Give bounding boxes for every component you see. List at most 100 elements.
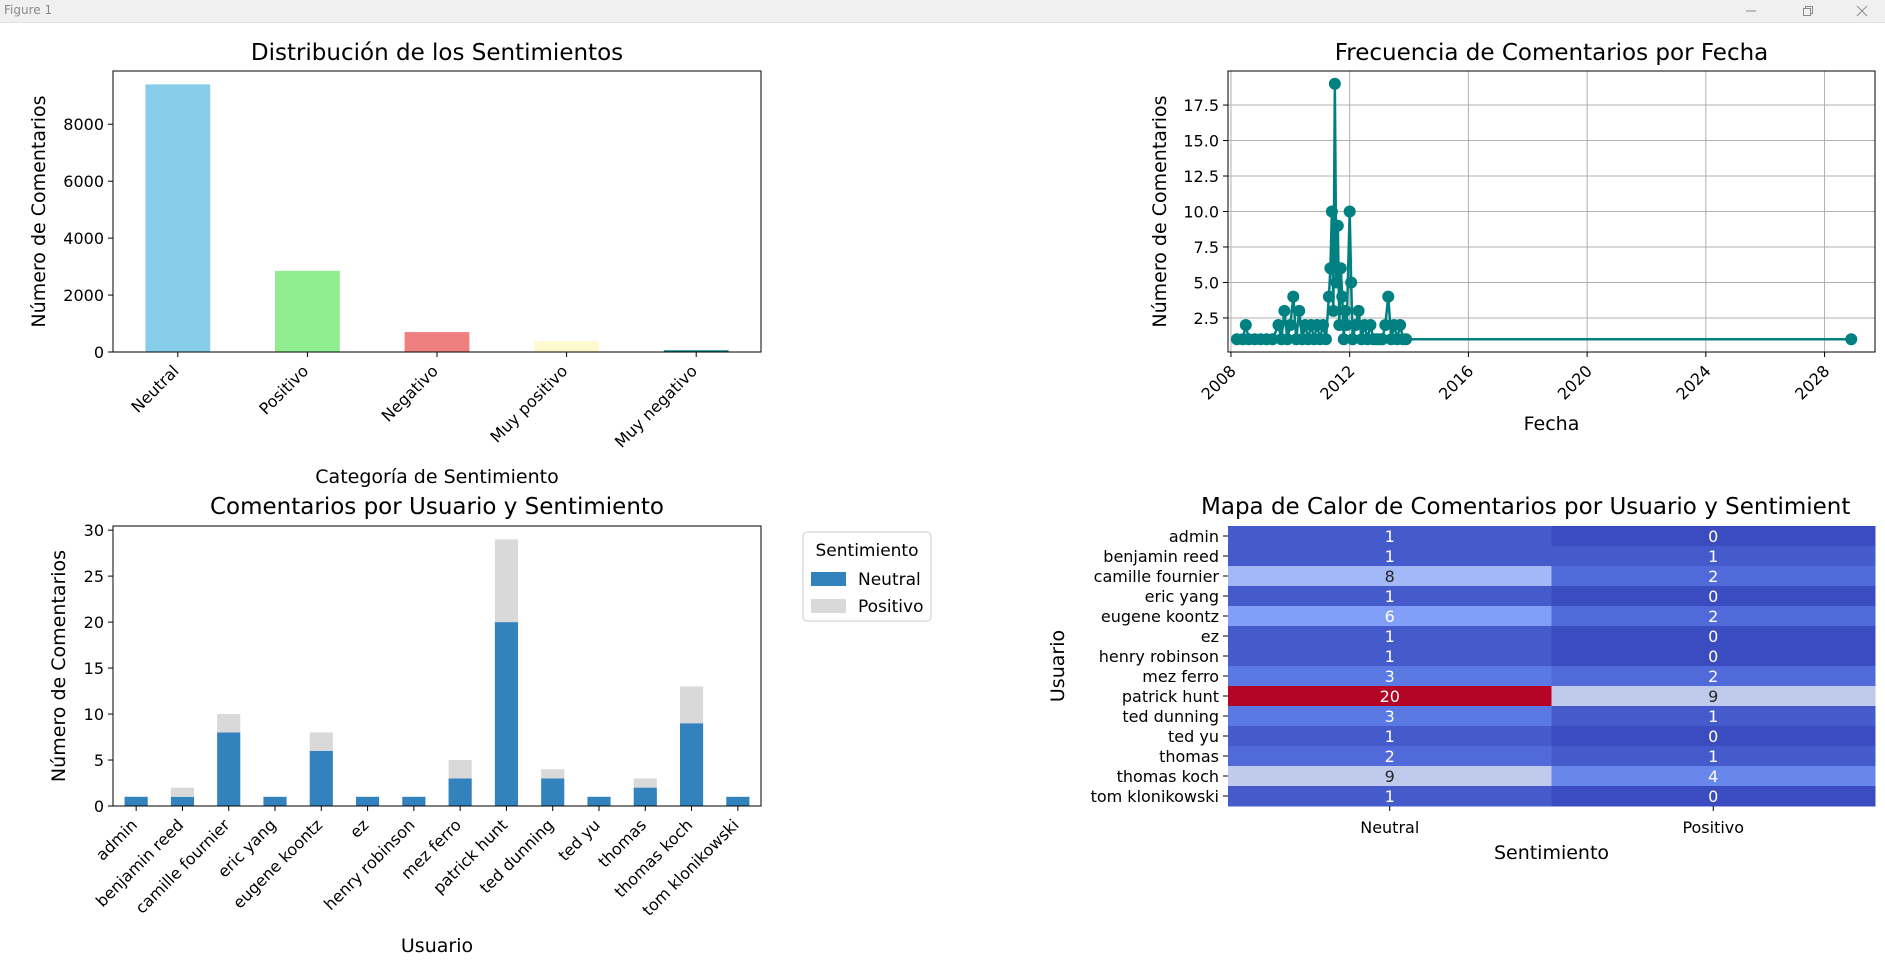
heatmap-cell [1228, 666, 1552, 687]
cell-value: 1 [1385, 787, 1395, 806]
legend-swatch [811, 572, 846, 586]
y-tick-label: henry robinson [1099, 647, 1219, 666]
cell-value: 1 [1708, 547, 1718, 566]
plot-frame [112, 70, 762, 353]
data-point [1272, 319, 1285, 332]
restore-button[interactable] [1785, 0, 1831, 22]
heatmap-cell [1228, 586, 1552, 607]
y-tick-label: eric yang [1145, 587, 1219, 606]
data-point [1325, 205, 1338, 218]
data-point [1339, 304, 1352, 317]
y-tick-label: 5.0 [1194, 273, 1219, 292]
heatmap-cell [1551, 766, 1876, 787]
cell-value: 6 [1385, 607, 1395, 626]
y-tick-label: admin [1169, 527, 1219, 546]
x-tick-label: 2020 [1554, 361, 1596, 403]
heatmap-cell [1228, 766, 1552, 787]
y-tick-label: patrick hunt [1122, 687, 1219, 706]
cell-value: 0 [1708, 627, 1718, 646]
data-point [1364, 319, 1377, 332]
data-point [1352, 304, 1365, 317]
cell-value: 2 [1708, 667, 1718, 686]
bar-neutral [170, 796, 194, 806]
y-tick-label: 12.5 [1183, 167, 1219, 186]
x-axis-label: Sentimiento [1494, 842, 1609, 864]
y-axis-label: Número de Comentarios [28, 95, 50, 327]
plot-frame [1227, 70, 1876, 353]
heatmap-cell [1551, 666, 1876, 687]
cell-value: 2 [1385, 747, 1395, 766]
y-tick-label: 17.5 [1183, 96, 1219, 115]
data-point [1266, 333, 1279, 346]
x-tick-label: Positivo [1682, 818, 1744, 837]
data-point [1345, 276, 1358, 289]
bar-positivo [170, 787, 194, 797]
data-point [1330, 276, 1343, 289]
heatmap-cell [1551, 566, 1876, 587]
y-tick-label: 10.0 [1183, 203, 1219, 222]
bar-muy-positivo [534, 341, 599, 352]
cell-value: 0 [1708, 527, 1718, 546]
legend-label: Positivo [858, 597, 923, 617]
plot-frame [112, 525, 762, 807]
y-tick-label: 25 [84, 567, 104, 586]
data-point [1278, 304, 1291, 317]
cell-value: 0 [1708, 787, 1718, 806]
heatmap-cell [1551, 606, 1876, 627]
legend-title: Sentimiento [816, 541, 919, 561]
data-point [1293, 304, 1306, 317]
bar-negativo [404, 332, 470, 352]
bar-neutral [680, 723, 704, 806]
heatmap-cell [1228, 726, 1552, 747]
x-axis-label: Fecha [1524, 413, 1580, 435]
cell-value: 9 [1708, 687, 1718, 706]
data-point [1327, 304, 1340, 317]
legend-swatch [811, 599, 846, 613]
heatmap-cell [1228, 786, 1552, 807]
y-tick-label: 8000 [63, 115, 104, 134]
data-point [1239, 319, 1252, 332]
close-icon [1856, 5, 1868, 17]
bar-positivo [633, 778, 657, 788]
bar-neutral [587, 796, 611, 806]
x-tick-label: Negativo [378, 361, 442, 425]
minimize-button[interactable] [1728, 0, 1774, 22]
bar-neutral [217, 732, 241, 806]
close-button[interactable] [1839, 0, 1885, 22]
legend-label: Neutral [858, 570, 921, 590]
heatmap-cell [1228, 566, 1552, 587]
y-tick-label: camille fournier [1094, 567, 1220, 586]
bar-positivo [494, 539, 518, 623]
chart-title: Mapa de Calor de Comentarios por Usuario… [1201, 494, 1850, 520]
chart-title: Comentarios por Usuario y Sentimiento [210, 494, 664, 520]
cell-value: 1 [1385, 647, 1395, 666]
cell-value: 2 [1708, 607, 1718, 626]
heatmap-cell [1228, 686, 1552, 707]
bar-neutral [309, 750, 333, 806]
y-tick-label: benjamin reed [1103, 547, 1219, 566]
y-axis-label: Usuario [1047, 630, 1069, 702]
bar-positivo [217, 714, 241, 733]
data-point [1340, 319, 1353, 332]
y-tick-label: 20 [84, 613, 104, 632]
bar-neutral [726, 796, 750, 806]
heatmap-cell [1551, 786, 1876, 807]
cell-value: 1 [1385, 627, 1395, 646]
heatmap-cell [1228, 706, 1552, 727]
bar-positivo [448, 760, 472, 779]
bar-neutral [124, 796, 148, 806]
data-point [1394, 319, 1407, 332]
data-point [1379, 319, 1392, 332]
y-tick-label: 7.5 [1194, 238, 1219, 257]
sentiment-distribution-chart: Neutral Positivo Negativo Muy positivo Muy n… [28, 40, 762, 488]
cell-value: 3 [1385, 707, 1395, 726]
y-tick-label: 0 [94, 797, 104, 816]
y-tick-label: 15 [84, 659, 104, 678]
data-point [1324, 262, 1337, 275]
cell-value: 20 [1380, 687, 1400, 706]
x-tick-label: ez [346, 815, 372, 841]
comments-by-date-chart: 2008 2012 2016 2020 2024 2028 2.5 5.0 7.5 10.0 12.… [1149, 40, 1876, 435]
bar-neutral [145, 84, 211, 352]
heatmap-cell [1551, 726, 1876, 747]
x-tick-label: Positivo [255, 361, 312, 418]
